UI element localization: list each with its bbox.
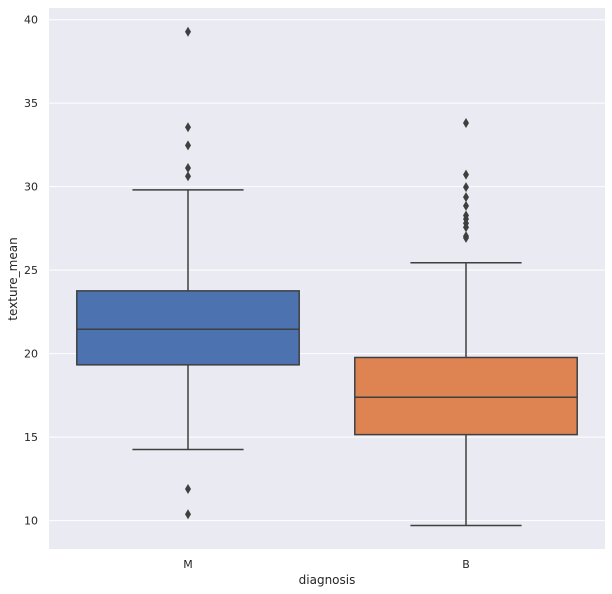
outlier-point	[463, 222, 469, 233]
y-tick-label: 40	[24, 14, 38, 27]
y-tick-label: 35	[24, 97, 38, 110]
y-tick-label: 30	[24, 181, 38, 194]
x-tick-label: B	[462, 558, 470, 571]
outlier-point	[185, 122, 191, 133]
y-axis-label: texture_mean	[6, 237, 20, 320]
outlier-point	[185, 509, 191, 520]
outlier-point	[185, 26, 191, 37]
y-tick-label: 10	[24, 515, 38, 528]
outlier-point	[185, 140, 191, 151]
outlier-point	[463, 169, 469, 180]
iqr-box	[354, 356, 578, 436]
y-tick-label: 20	[24, 348, 38, 361]
box-M	[76, 26, 300, 520]
y-ticks: 10 15 20 25 30 35 40	[24, 14, 38, 528]
outlier-point	[463, 192, 469, 203]
x-axis-label: diagnosis	[299, 573, 356, 587]
plot-background	[49, 8, 605, 549]
outlier-point	[185, 162, 191, 173]
outlier-point	[185, 171, 191, 182]
outlier-point	[463, 200, 469, 211]
outlier-point	[185, 484, 191, 495]
iqr-box	[76, 290, 300, 366]
boxes	[76, 26, 578, 527]
y-tick-label: 15	[24, 431, 38, 444]
x-tick-label: M	[183, 558, 193, 571]
y-tick-label: 25	[24, 264, 38, 277]
outlier-point	[463, 118, 469, 129]
outlier-point	[463, 182, 469, 193]
box-B	[354, 118, 578, 527]
outlier-point	[463, 232, 469, 243]
